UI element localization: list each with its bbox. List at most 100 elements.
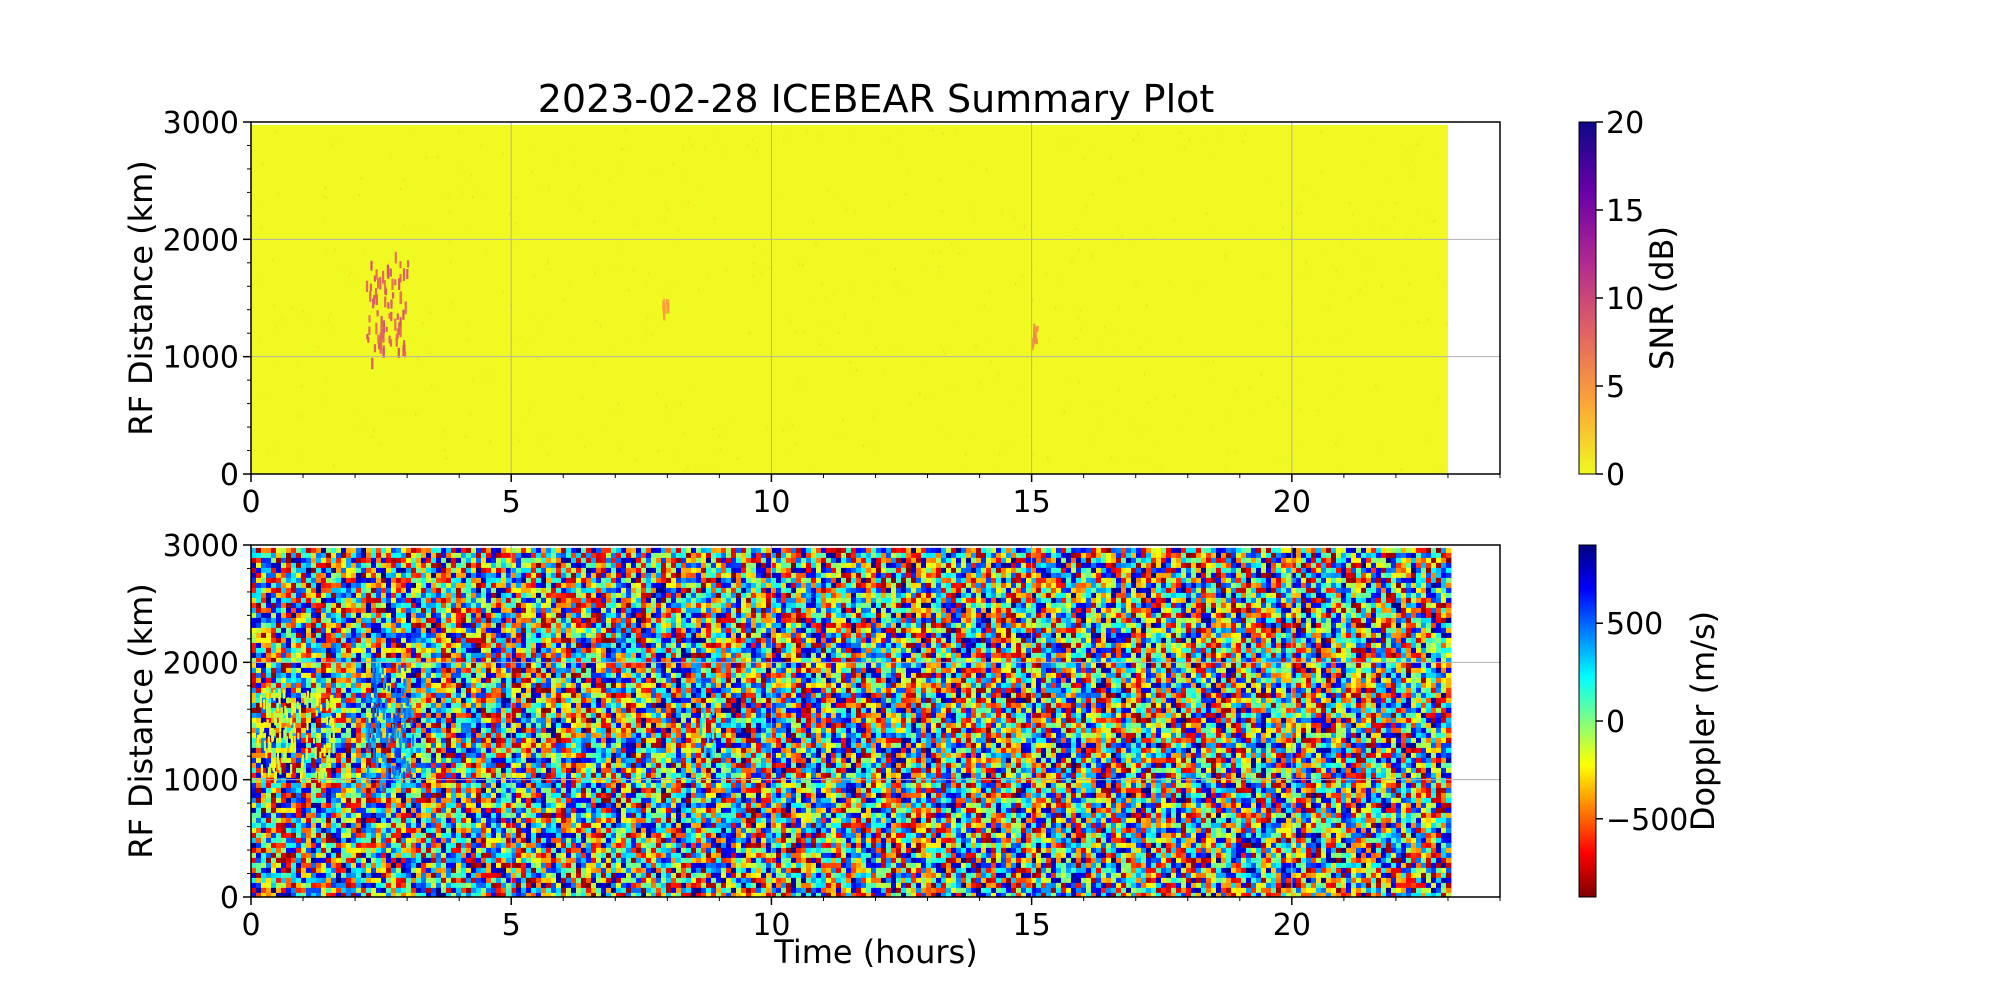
doppler-noise-cell [416, 782, 422, 789]
doppler-noise-cell [286, 847, 292, 854]
doppler-noise-cell [546, 837, 552, 844]
doppler-noise-cell [486, 687, 492, 694]
doppler-noise-cell [461, 862, 467, 869]
doppler-noise-cell [456, 787, 462, 794]
doppler-noise-cell [421, 662, 427, 669]
doppler-noise-cell [471, 862, 477, 869]
doppler-noise-cell [526, 727, 532, 734]
doppler-noise-cell [321, 682, 327, 689]
doppler-noise-cell [361, 797, 367, 804]
doppler-noise-cell [446, 597, 452, 604]
doppler-noise-cell [356, 717, 362, 724]
doppler-noise-cell [466, 697, 472, 704]
doppler-noise-cell [356, 782, 362, 789]
doppler-noise-cell [276, 847, 282, 854]
doppler-noise-cell [456, 642, 462, 649]
doppler-noise-cell [446, 817, 452, 824]
doppler-noise-cell [506, 792, 512, 799]
doppler-noise-cell [251, 607, 257, 614]
doppler-noise-cell [531, 807, 537, 814]
doppler-noise-cell [511, 562, 517, 569]
doppler-noise-cell [461, 687, 467, 694]
doppler-noise-cell [461, 812, 467, 819]
doppler-noise-cell [481, 842, 487, 849]
doppler-noise-cell [506, 722, 512, 729]
doppler-noise-cell [516, 667, 522, 674]
doppler-noise-cell [491, 627, 497, 634]
doppler-noise-cell [446, 697, 452, 704]
doppler-noise-cell [501, 847, 507, 854]
doppler-noise-cell [291, 677, 297, 684]
doppler-noise-cell [466, 772, 472, 779]
doppler-noise-cell [281, 612, 287, 619]
doppler-noise-cell [521, 892, 527, 897]
doppler-noise-cell [431, 547, 437, 554]
doppler-noise-cell [416, 667, 422, 674]
doppler-noise-cell [386, 872, 392, 879]
snr-speckle [965, 452, 967, 456]
doppler-noise-cell [541, 702, 547, 709]
doppler-noise-cell [501, 612, 507, 619]
doppler-noise-cell [506, 657, 512, 664]
doppler-noise-cell [521, 577, 527, 584]
doppler-noise-cell [456, 802, 462, 809]
doppler-noise-cell [476, 807, 482, 814]
doppler-noise-cell [256, 552, 262, 559]
doppler-noise-cell [436, 607, 442, 614]
doppler-noise-cell [286, 722, 292, 729]
doppler-noise-cell [366, 672, 372, 679]
doppler-noise-cell [486, 832, 492, 839]
doppler-noise-cell [506, 707, 512, 714]
doppler-noise-cell [366, 652, 372, 659]
doppler-noise-cell [446, 852, 452, 859]
doppler-noise-cell [286, 767, 292, 774]
doppler-noise-cell [316, 827, 322, 834]
doppler-noise-cell [471, 672, 477, 679]
doppler-noise-cell [486, 797, 492, 804]
doppler-noise-cell [316, 707, 322, 714]
doppler-noise-cell [261, 767, 267, 774]
doppler-noise-cell [376, 757, 382, 764]
doppler-noise-cell [436, 807, 442, 814]
doppler-noise-cell [271, 862, 277, 869]
snr-speckle [1151, 338, 1153, 341]
doppler-noise-cell [361, 652, 367, 659]
doppler-noise-cell [351, 577, 357, 584]
doppler-noise-cell [326, 827, 332, 834]
snr-speckle [926, 263, 928, 267]
doppler-noise-cell [286, 737, 292, 744]
doppler-noise-cell [446, 822, 452, 829]
doppler-noise-cell [266, 702, 272, 709]
doppler-noise-cell [361, 592, 367, 599]
doppler-noise-cell [501, 712, 507, 719]
doppler-noise-cell [421, 842, 427, 849]
doppler-noise-cell [531, 712, 537, 719]
doppler-noise-cell [431, 852, 437, 859]
snr-speckle [712, 427, 714, 431]
snr-speckle [469, 231, 472, 234]
doppler-noise-cell [486, 867, 492, 874]
snr-speckle [447, 194, 449, 197]
doppler-noise-cell [466, 802, 472, 809]
snr-speckle [973, 217, 975, 220]
doppler-noise-cell [256, 617, 262, 624]
snr-speckle [884, 369, 886, 373]
doppler-noise-cell [491, 682, 497, 689]
doppler-noise-cell [306, 642, 312, 649]
doppler-noise-cell [461, 772, 467, 779]
doppler-noise-cell [366, 552, 372, 559]
doppler-noise-cell [361, 662, 367, 669]
doppler-noise-cell [356, 832, 362, 839]
snr-speckle [480, 144, 482, 148]
doppler-noise-cell [541, 877, 547, 884]
snr-speckle [704, 145, 706, 149]
doppler-noise-cell [271, 752, 277, 759]
doppler-noise-cell [451, 772, 457, 779]
doppler-noise-cell [536, 827, 542, 834]
doppler-noise-cell [536, 602, 542, 609]
doppler-noise-cell [336, 752, 342, 759]
doppler-noise-cell [471, 627, 477, 634]
doppler-noise-cell [291, 787, 297, 794]
doppler-noise-cell [386, 867, 392, 874]
doppler-noise-cell [476, 697, 482, 704]
